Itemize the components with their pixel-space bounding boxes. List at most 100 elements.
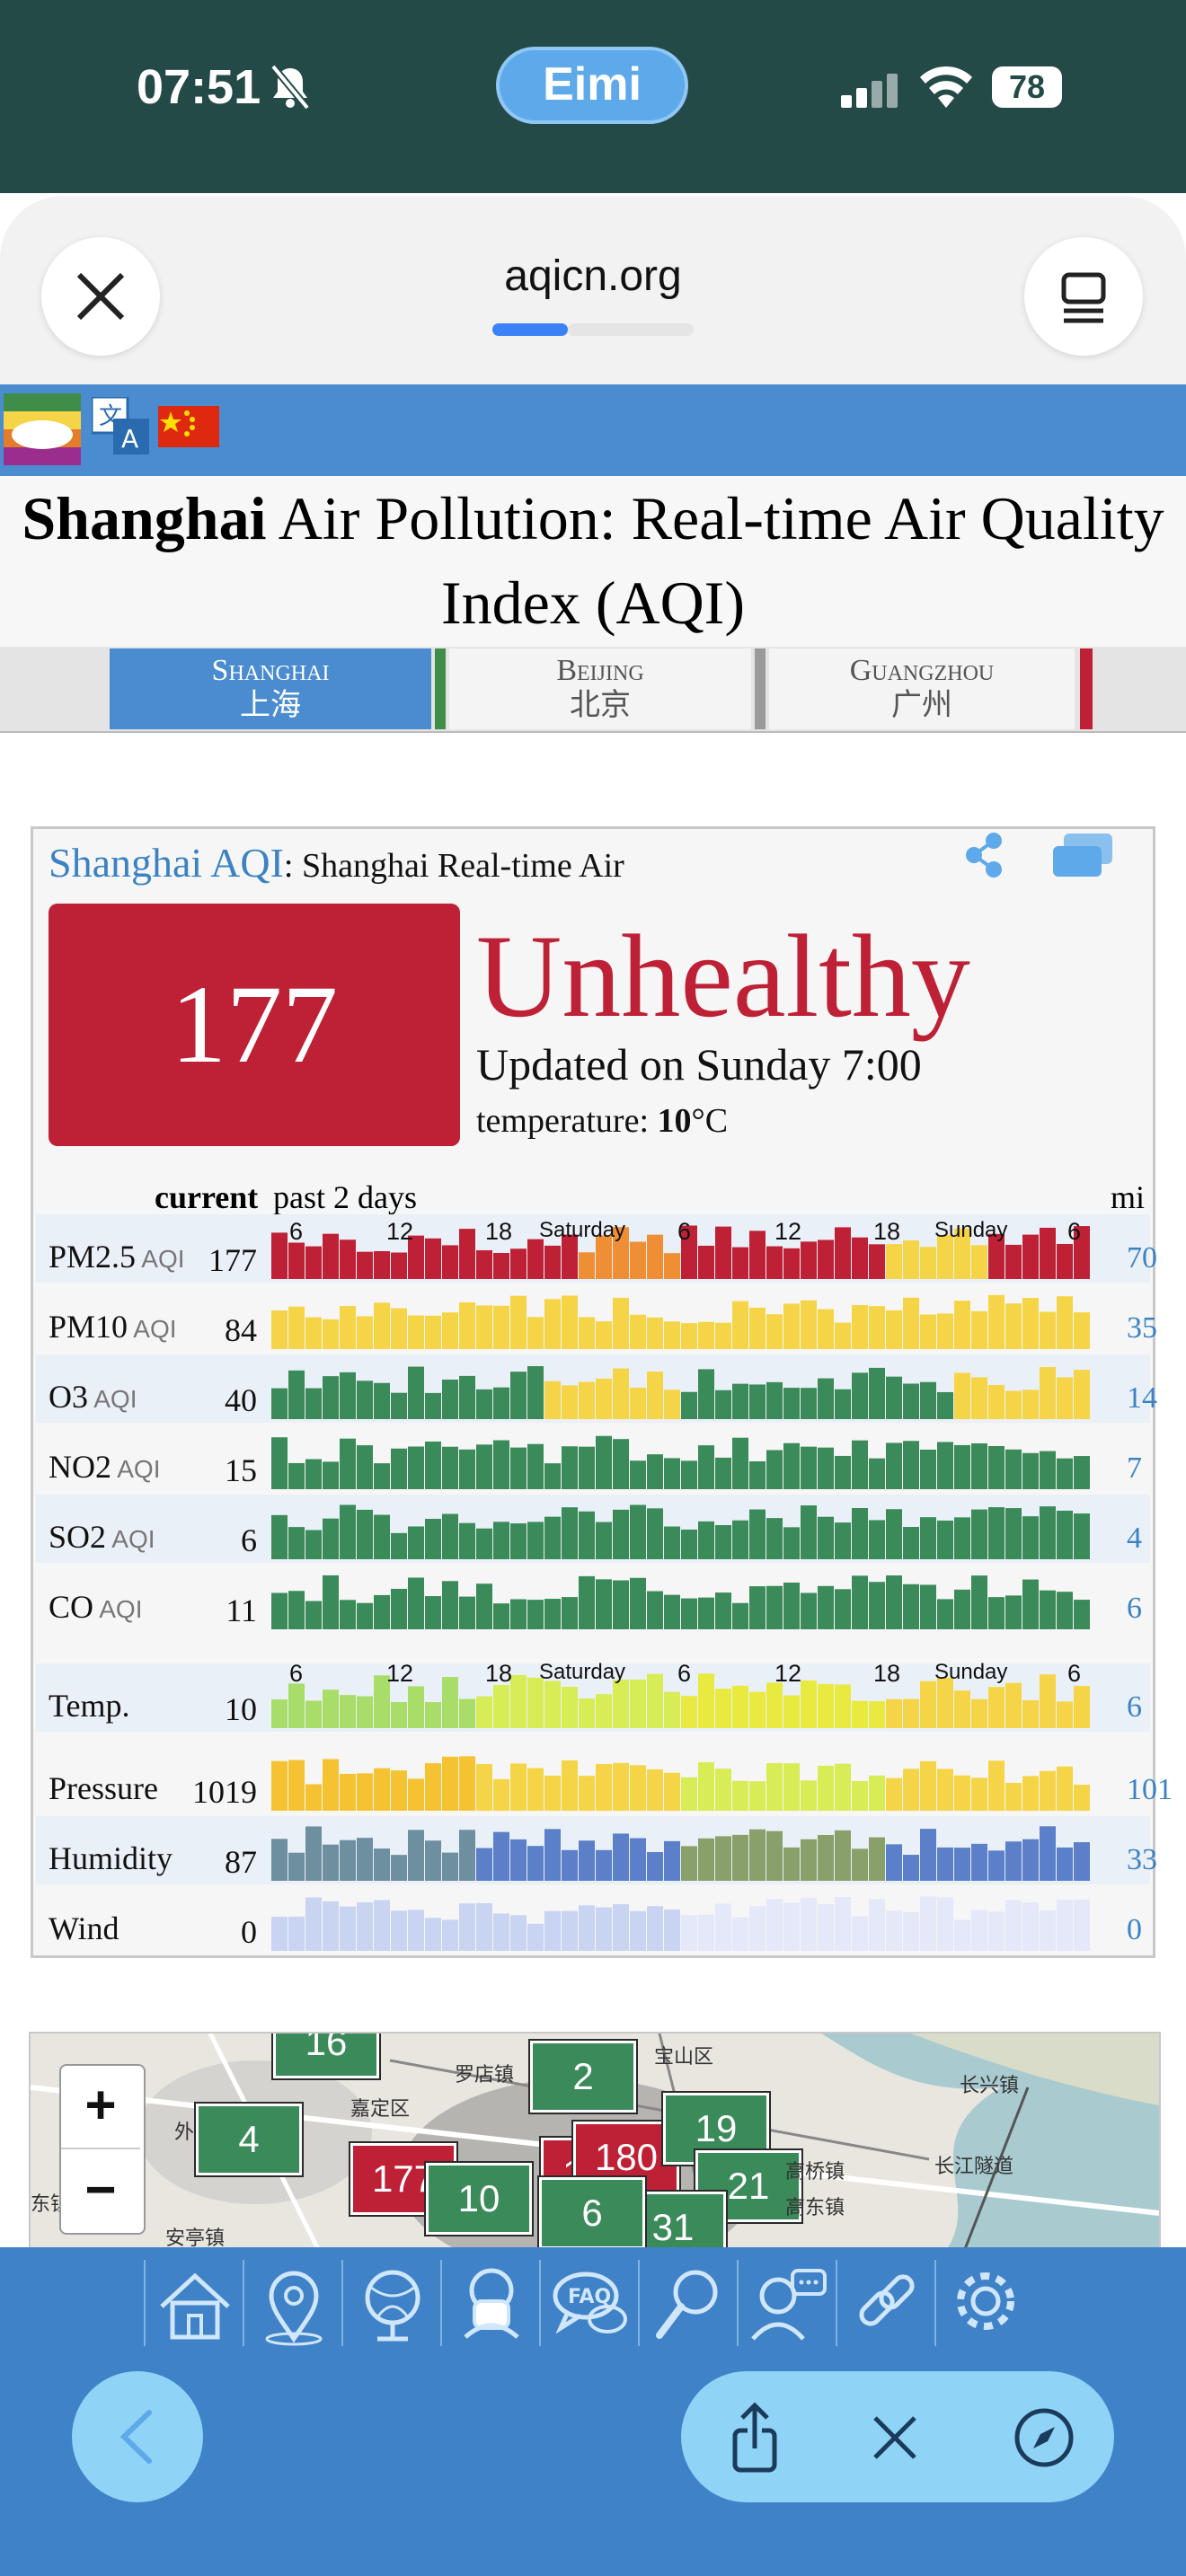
history-bar xyxy=(442,1756,458,1811)
history-bar xyxy=(818,1239,834,1279)
history-bar xyxy=(664,1389,680,1419)
history-bar xyxy=(425,1518,441,1559)
station-marker[interactable]: 16 xyxy=(273,2033,379,2078)
history-bar xyxy=(988,1384,1005,1419)
shanghai-aqi-link[interactable]: Shanghai AQI xyxy=(49,840,284,886)
history-bar xyxy=(647,1454,663,1489)
close-button[interactable] xyxy=(855,2398,934,2477)
close-tab-button[interactable] xyxy=(41,237,160,356)
gear-nav-button[interactable] xyxy=(936,2260,1035,2346)
browser-back-button[interactable] xyxy=(72,2371,203,2502)
history-bar xyxy=(818,1378,834,1419)
faq-nav-button[interactable]: FAQ xyxy=(541,2260,640,2346)
history-bar xyxy=(783,1388,800,1419)
history-bar xyxy=(305,1459,322,1489)
history-bar xyxy=(971,1778,987,1811)
history-bar xyxy=(698,1521,714,1559)
history-bar xyxy=(596,1435,612,1489)
search-icon xyxy=(656,2270,718,2339)
location-pin-nav-button[interactable] xyxy=(244,2260,343,2346)
share-button[interactable] xyxy=(715,2398,794,2477)
history-bar xyxy=(954,1444,970,1489)
url-label[interactable]: aqicn.org xyxy=(504,252,682,300)
page-load-progress xyxy=(492,323,568,336)
search-nav-button[interactable] xyxy=(640,2260,739,2346)
mask-nav-button[interactable] xyxy=(442,2260,541,2346)
home-nav-button[interactable] xyxy=(146,2260,244,2346)
globe-nav-button[interactable] xyxy=(343,2260,442,2346)
history-bar xyxy=(288,1760,305,1811)
aqicn-logo-icon[interactable] xyxy=(4,393,81,465)
history-bar xyxy=(766,1585,783,1629)
history-bar xyxy=(493,1684,509,1728)
station-marker[interactable]: 21 xyxy=(695,2150,801,2222)
zoom-out-button[interactable]: − xyxy=(84,2159,117,2219)
tab-shanghai[interactable]: Shanghai 上海 xyxy=(110,648,431,729)
history-bar xyxy=(1040,1451,1056,1489)
history-bar xyxy=(527,1522,544,1559)
history-bar xyxy=(340,1600,356,1629)
axis-tick-label: Saturday xyxy=(539,1660,626,1684)
row-min-value: 35 xyxy=(1127,1311,1157,1345)
nav-separator xyxy=(638,2260,640,2346)
history-bar xyxy=(920,1760,936,1811)
history-bar xyxy=(527,1677,544,1728)
tab-guangzhou[interactable]: Guangzhou 广州 xyxy=(769,648,1075,729)
history-bar xyxy=(835,1897,851,1951)
history-bar xyxy=(288,1916,305,1951)
history-bar xyxy=(271,1592,288,1629)
history-bar xyxy=(562,1597,578,1629)
zoom-in-button[interactable]: + xyxy=(84,2075,117,2135)
station-marker[interactable]: 2 xyxy=(530,2041,636,2113)
wifi-icon xyxy=(918,65,974,110)
history-bar xyxy=(357,1773,373,1811)
history-bar xyxy=(801,1388,817,1419)
history-bar xyxy=(869,1306,885,1349)
pill-label: Eimi xyxy=(543,58,642,110)
history-bar xyxy=(408,1526,424,1559)
history-bar xyxy=(954,1690,970,1728)
history-bar xyxy=(1040,1227,1056,1279)
history-bar xyxy=(852,1916,868,1951)
support-agent-nav-button[interactable] xyxy=(739,2260,837,2346)
dynamic-island-pill[interactable]: Eimi xyxy=(496,47,688,124)
reader-menu-button[interactable] xyxy=(1024,237,1143,356)
share-icon[interactable] xyxy=(963,830,1008,880)
history-bar xyxy=(954,1775,970,1811)
station-marker[interactable]: 4 xyxy=(196,2104,302,2175)
tab-guangzhou-en: Guangzhou xyxy=(849,654,995,687)
station-marker[interactable]: 6 xyxy=(539,2177,645,2249)
widget-icon[interactable] xyxy=(1051,832,1114,880)
history-bar xyxy=(783,1442,800,1489)
aqi-value-badge: 177 xyxy=(49,904,460,1146)
history-bar xyxy=(818,1447,834,1489)
history-bar xyxy=(374,1768,390,1811)
safari-button[interactable] xyxy=(1005,2398,1084,2477)
station-map[interactable]: 1642177101871801921316 罗店镇宝山区长兴镇嘉定区高桥镇高东… xyxy=(29,2032,1161,2251)
tab-beijing[interactable]: Beijing 北京 xyxy=(449,648,751,729)
china-flag-icon[interactable] xyxy=(158,406,219,447)
history-bar xyxy=(1057,1296,1073,1349)
axis-tick-label: 18 xyxy=(873,1660,901,1687)
history-bar xyxy=(408,1235,424,1279)
history-bar xyxy=(732,1780,748,1811)
history-bar xyxy=(835,1522,851,1559)
history-bar xyxy=(920,1896,936,1951)
history-bar xyxy=(613,1580,629,1629)
axis-tick-label: 6 xyxy=(289,1660,304,1687)
link-nav-button[interactable] xyxy=(837,2260,936,2346)
history-bar xyxy=(340,1906,356,1951)
history-bar xyxy=(732,1247,748,1279)
history-bar xyxy=(715,1903,731,1951)
history-bar xyxy=(749,1829,766,1881)
history-bar xyxy=(937,1520,953,1559)
history-bar xyxy=(544,1381,561,1419)
station-marker[interactable]: 10 xyxy=(426,2163,532,2235)
map-zoom-control xyxy=(59,2064,146,2235)
history-bar xyxy=(459,1522,475,1559)
history-bar xyxy=(835,1389,851,1419)
history-bar xyxy=(1074,1226,1090,1279)
history-bar xyxy=(544,1775,561,1811)
history-bar xyxy=(749,1460,766,1489)
